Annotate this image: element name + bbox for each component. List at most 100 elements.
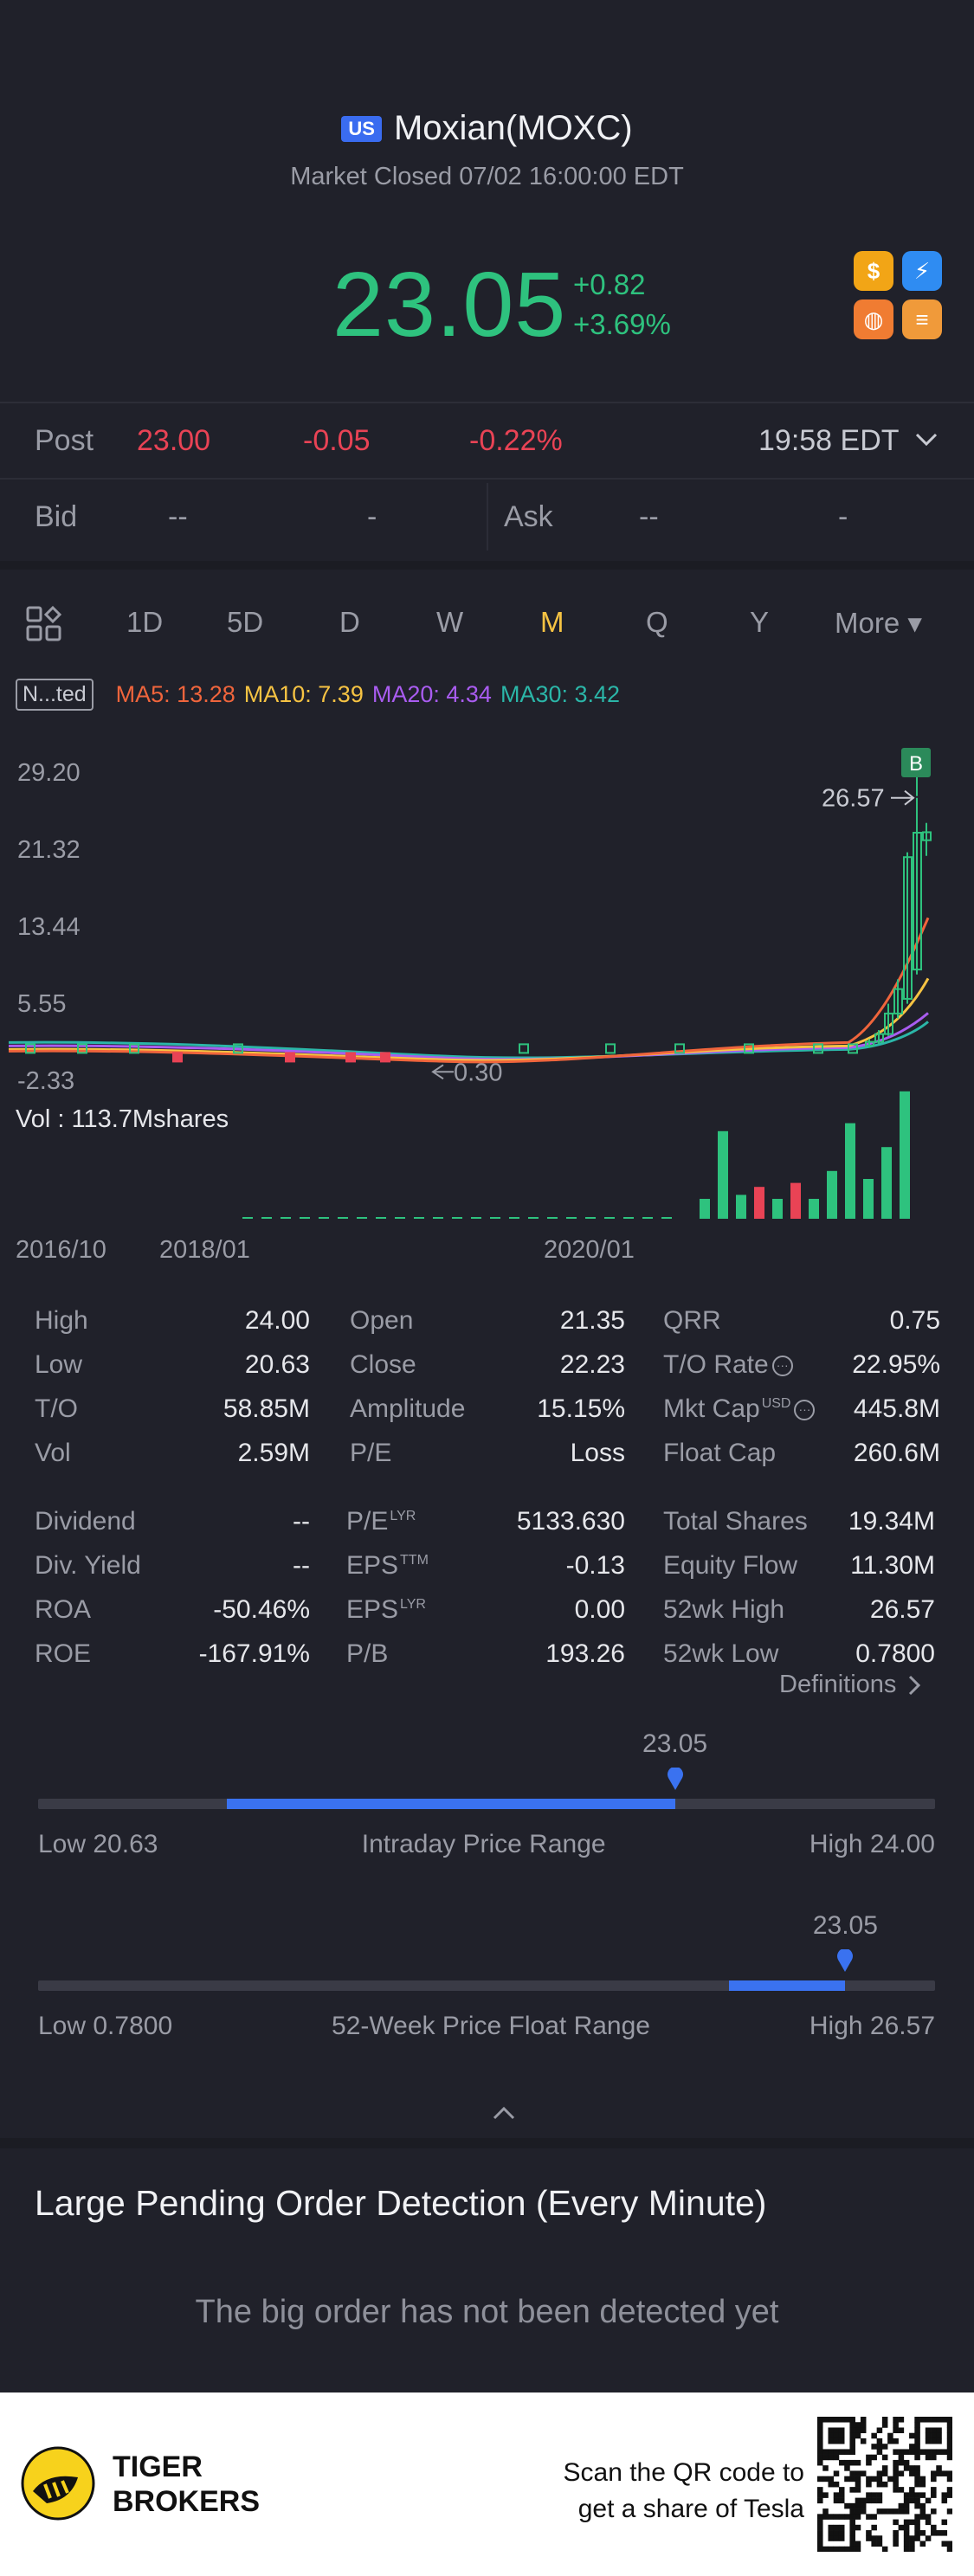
candlestick-chart[interactable]: 29.20 21.32 13.44 5.55 -2.33 26.57 B 0.30 Vol : … bbox=[0, 736, 974, 1272]
stat-row: Amplitude 15.15% bbox=[350, 1387, 625, 1431]
stat-row: Total Shares 19.34M bbox=[663, 1499, 935, 1543]
candle bbox=[893, 988, 903, 1014]
volume-bar bbox=[642, 1217, 653, 1219]
info-icon[interactable]: ··· bbox=[794, 1399, 816, 1420]
ma5-line bbox=[8, 917, 930, 1064]
tab-1d[interactable]: 1D bbox=[126, 606, 164, 638]
ask-size: - bbox=[838, 499, 848, 533]
stat-label: 52wk Low bbox=[663, 1639, 778, 1669]
stat-label-text: 52wk High bbox=[663, 1594, 785, 1624]
volume-bar bbox=[700, 1199, 710, 1219]
candle bbox=[913, 832, 922, 971]
lightning-icon[interactable]: ⚡ bbox=[902, 251, 942, 291]
post-market-row[interactable]: Post 23.00 -0.05 -0.22% 19:58 EDT bbox=[0, 403, 974, 478]
stat-label: High bbox=[35, 1306, 88, 1336]
stat-row: Low 20.63 bbox=[35, 1343, 310, 1387]
intraday-title: Intraday Price Range bbox=[361, 1830, 606, 1858]
stat-row: Mkt Cap USD ··· 445.8M bbox=[663, 1387, 940, 1431]
price-change: +0.82 +3.69% bbox=[573, 265, 671, 345]
period-tabs: 1D 5D D W M Q Y More ▾ bbox=[0, 597, 974, 651]
stat-row: 52wk Low 0.7800 bbox=[663, 1632, 935, 1676]
stat-label: T/O Rate ··· bbox=[663, 1350, 793, 1380]
tab-m[interactable]: M bbox=[540, 606, 564, 638]
stat-label: P/B bbox=[346, 1639, 388, 1669]
tab-w[interactable]: W bbox=[436, 606, 464, 638]
volume-bar bbox=[319, 1217, 329, 1219]
market-status: Market Closed 07/02 16:00:00 EDT bbox=[290, 163, 684, 190]
volume-bar bbox=[242, 1217, 253, 1219]
stat-value: 24.00 bbox=[244, 1305, 310, 1335]
promo-line-2: get a share of Tesla bbox=[577, 2495, 804, 2523]
stats-col-4: Dividend -- Div. Yield -- ROA -50.46% ROE -167.… bbox=[35, 1499, 310, 1676]
stat-label-text: P/E bbox=[346, 1506, 389, 1536]
intraday-labels: Low 20.63 Intraday Price Range High 24.0… bbox=[38, 1830, 935, 1859]
tab-q[interactable]: Q bbox=[646, 606, 668, 638]
candle bbox=[77, 1043, 87, 1054]
info-icon[interactable]: ··· bbox=[771, 1355, 793, 1376]
stat-value: 20.63 bbox=[244, 1349, 310, 1379]
ma5-label: MA5: 13.28 bbox=[115, 681, 235, 707]
buy-marker-label: B bbox=[909, 752, 923, 776]
stat-value: 5133.630 bbox=[516, 1506, 625, 1536]
stat-value: 0.7800 bbox=[855, 1639, 935, 1668]
tab-more[interactable]: More ▾ bbox=[835, 607, 922, 639]
volume-label: Vol : 113.7Mshares bbox=[16, 1105, 229, 1133]
stat-label: P/E bbox=[350, 1439, 391, 1468]
candle bbox=[25, 1043, 35, 1054]
stat-label-sup: LYR bbox=[400, 1596, 426, 1612]
qr-code-icon[interactable] bbox=[817, 2417, 952, 2552]
basketball-icon[interactable]: ◍ bbox=[854, 299, 893, 339]
definitions-link[interactable]: Definitions bbox=[779, 1671, 922, 1699]
intraday-low: Low 20.63 bbox=[38, 1830, 158, 1858]
stat-value: 22.23 bbox=[559, 1349, 625, 1379]
stat-row: Float Cap 260.6M bbox=[663, 1431, 940, 1475]
tab-y[interactable]: Y bbox=[750, 606, 770, 638]
promo-footer[interactable]: TIGER BROKERS Scan the QR code to get a … bbox=[0, 2392, 974, 2576]
volume-bar bbox=[547, 1217, 558, 1219]
footer-promo-text: Scan the QR code to get a share of Tesla bbox=[564, 2455, 805, 2528]
candle bbox=[884, 1012, 893, 1035]
volume-bar bbox=[509, 1217, 519, 1219]
stat-row: ROA -50.46% bbox=[35, 1587, 310, 1632]
stat-label: Equity Flow bbox=[663, 1551, 797, 1581]
stat-label-text: QRR bbox=[663, 1305, 721, 1335]
chevron-down-icon[interactable] bbox=[914, 431, 939, 448]
volume-bar bbox=[881, 1147, 892, 1219]
stat-label: EPS TTM bbox=[346, 1551, 429, 1581]
volume-bar bbox=[772, 1199, 783, 1219]
candle bbox=[172, 1052, 183, 1063]
dollar-icon[interactable]: $ bbox=[854, 251, 893, 291]
stat-row: Vol 2.59M bbox=[35, 1431, 310, 1475]
candle bbox=[865, 1040, 874, 1047]
chevron-up-icon[interactable] bbox=[492, 2105, 516, 2121]
bid-ask-row: Bid -- - Ask -- - bbox=[0, 480, 974, 554]
stat-label-text: Low bbox=[35, 1349, 83, 1379]
stat-label-text: P/B bbox=[346, 1639, 389, 1668]
stat-row: T/O 58.85M bbox=[35, 1387, 310, 1431]
layout-grid-icon[interactable] bbox=[26, 606, 62, 642]
intraday-marker-icon bbox=[667, 1768, 683, 1790]
last-price: 23.05 bbox=[332, 254, 567, 356]
stat-label-text: Total Shares bbox=[663, 1506, 808, 1536]
stack-icon[interactable]: ≡ bbox=[902, 299, 942, 339]
divider bbox=[0, 478, 974, 480]
candle bbox=[674, 1043, 685, 1054]
ma10-line bbox=[8, 977, 930, 1062]
adjust-toggle[interactable]: N...ted bbox=[16, 679, 94, 711]
tab-d[interactable]: D bbox=[339, 606, 360, 638]
volume-bar bbox=[863, 1179, 874, 1219]
stat-label: Total Shares bbox=[663, 1507, 808, 1536]
stat-value: 193.26 bbox=[545, 1639, 625, 1668]
stat-label: Mkt Cap USD ··· bbox=[663, 1394, 816, 1424]
volume-bar bbox=[452, 1217, 462, 1219]
tab-5d[interactable]: 5D bbox=[227, 606, 264, 638]
volume-bar bbox=[736, 1195, 746, 1219]
x-tick-label: 2016/10 bbox=[16, 1236, 106, 1264]
high-arrow-head bbox=[904, 789, 915, 806]
promo-line-1: Scan the QR code to bbox=[563, 2458, 805, 2487]
stat-label: Float Cap bbox=[663, 1439, 776, 1468]
candle bbox=[233, 1043, 243, 1054]
stat-row: QRR 0.75 bbox=[663, 1298, 940, 1343]
volume-bar bbox=[718, 1130, 728, 1219]
stat-label: Amplitude bbox=[350, 1394, 465, 1424]
